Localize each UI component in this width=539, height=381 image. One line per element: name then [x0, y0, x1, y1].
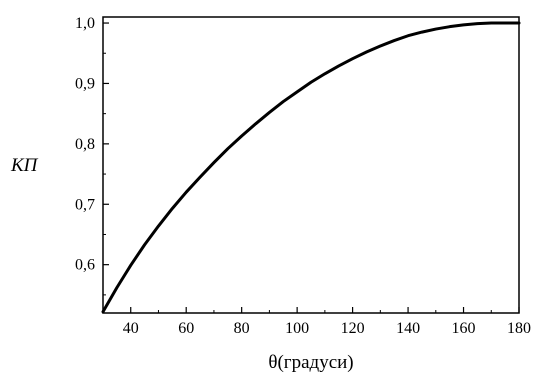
y-tick-label: 1,0 — [75, 15, 95, 32]
y-axis-title: КП — [10, 155, 39, 176]
x-axis-tick-labels: 40 60 80 100 120 140 160 180 — [123, 320, 531, 337]
x-axis-ticks — [102, 307, 520, 313]
x-tick-label: 80 — [234, 320, 250, 337]
plot-frame — [102, 16, 520, 314]
y-tick-label: 0,9 — [75, 75, 95, 92]
x-tick-label: 140 — [396, 320, 420, 337]
x-tick-label: 40 — [123, 320, 139, 337]
x-tick-label: 60 — [178, 320, 194, 337]
y-axis-tick-labels: 0,6 0,7 0,8 0,9 1,0 — [75, 15, 95, 274]
x-tick-label: 160 — [452, 320, 476, 337]
y-tick-label: 0,8 — [75, 136, 95, 153]
y-axis-ticks — [103, 22, 109, 296]
x-tick-label: 180 — [507, 320, 531, 337]
x-axis-title: θ(градуси) — [268, 352, 353, 373]
x-tick-label: 120 — [341, 320, 365, 337]
y-tick-label: 0,7 — [75, 196, 95, 213]
y-tick-label: 0,6 — [75, 257, 95, 274]
x-tick-label: 100 — [285, 320, 309, 337]
series-line — [101, 21, 521, 314]
